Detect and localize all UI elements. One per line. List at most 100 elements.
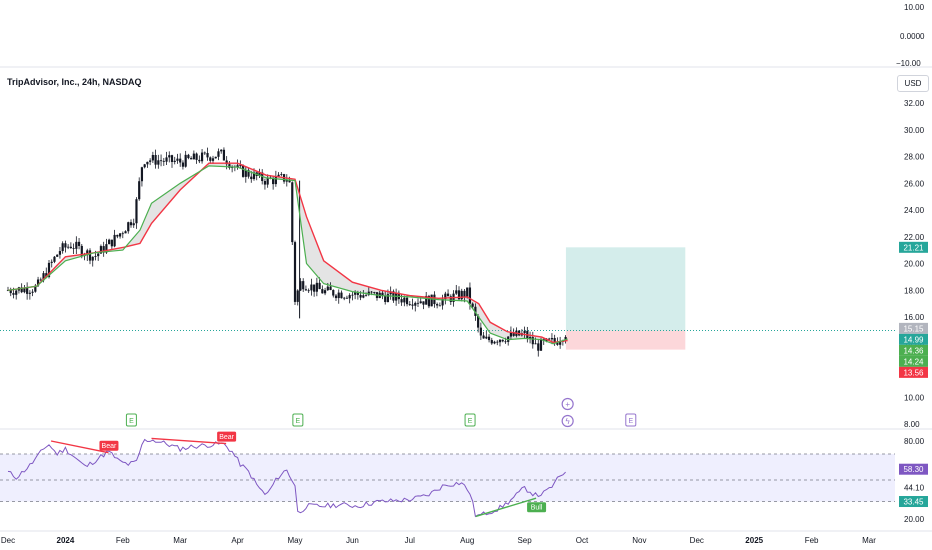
fast-ma-line xyxy=(7,165,568,345)
candle-body xyxy=(258,172,261,176)
candle-body xyxy=(247,170,250,177)
candle-body xyxy=(135,199,138,224)
time-tick-label: Oct xyxy=(576,536,589,545)
candle-body xyxy=(165,157,168,162)
candle-body xyxy=(222,149,226,161)
candle-body xyxy=(138,181,141,200)
time-tick-label: Feb xyxy=(116,536,130,545)
candle-body xyxy=(206,152,209,158)
candle-body xyxy=(47,262,51,278)
plus-event-label[interactable]: + xyxy=(565,400,570,409)
plus-event-icon[interactable] xyxy=(561,397,574,411)
bolt-event-icon[interactable] xyxy=(561,414,574,428)
earnings-marker-icon[interactable] xyxy=(625,413,637,427)
candle-body xyxy=(31,291,34,293)
chart-title: TripAdvisor, Inc., 24h, NASDAQ xyxy=(7,77,142,87)
candle-body xyxy=(184,154,187,167)
candle-body xyxy=(485,336,488,339)
position-tool[interactable] xyxy=(565,247,686,350)
event-markers[interactable]: E E E E + ϟ xyxy=(125,397,637,428)
price-tick-label: 24.00 xyxy=(904,206,925,215)
candle-body xyxy=(457,290,461,300)
candle-body xyxy=(113,234,116,247)
candle-body xyxy=(493,341,496,344)
candle-body xyxy=(315,282,318,292)
candle-body xyxy=(364,294,368,296)
currency-button[interactable]: USD xyxy=(897,75,929,92)
candle-body xyxy=(332,290,335,296)
top-pane: 10.00 0.0000 −10.00 xyxy=(0,3,932,68)
price-tick-label: 28.00 xyxy=(904,153,925,162)
candle-body xyxy=(531,337,534,345)
rsi-value-box xyxy=(899,496,928,508)
time-tick-label: Feb xyxy=(805,536,819,545)
earnings-marker-label[interactable]: E xyxy=(468,418,473,425)
stop-zone[interactable] xyxy=(565,330,686,350)
earnings-marker-icon[interactable] xyxy=(125,413,137,427)
price-label-text: 15.15 xyxy=(903,324,924,333)
candle-body xyxy=(403,297,406,303)
time-tick-label: Sep xyxy=(517,536,532,545)
candle-body xyxy=(556,341,559,345)
time-tick-label: Aug xyxy=(460,536,474,545)
candle-body xyxy=(498,339,502,343)
candle-body xyxy=(129,222,133,226)
divergence-label: Bear xyxy=(102,443,117,450)
candle-body xyxy=(274,176,277,185)
candle-body xyxy=(99,246,103,254)
candle-body xyxy=(356,292,359,295)
candle-body xyxy=(157,160,160,165)
candle-body xyxy=(438,305,441,307)
candle-body xyxy=(170,155,174,162)
candle-body xyxy=(482,335,485,339)
candle-body xyxy=(362,295,365,298)
candle-body xyxy=(34,285,37,292)
price-label-text: 21.21 xyxy=(903,243,924,252)
time-tick-label: Mar xyxy=(173,536,187,545)
candle-body xyxy=(537,343,540,351)
time-axis[interactable]: Dec 2024 Feb Mar Apr May Jun Jul Aug Sep Oct Nov Dec… xyxy=(0,530,932,545)
candle-body xyxy=(173,160,176,162)
candle-body xyxy=(9,290,12,294)
candle-body xyxy=(203,152,206,154)
candle-body xyxy=(121,233,124,235)
candle-body xyxy=(69,246,72,249)
candle-body xyxy=(460,290,463,300)
candle-body xyxy=(386,294,390,302)
price-tick-label: 30.00 xyxy=(904,126,925,135)
candle-body xyxy=(45,273,48,278)
candle-body xyxy=(468,287,472,304)
candle-body xyxy=(463,290,466,297)
candle-body xyxy=(239,165,242,167)
rsi-axis[interactable]: 20.00 44.10 80.00 xyxy=(904,437,925,524)
earnings-marker-icon[interactable] xyxy=(464,413,476,427)
rsi-value-text: 33.45 xyxy=(903,498,924,507)
rsi-tick-label: 80.00 xyxy=(904,437,925,446)
candle-body xyxy=(190,158,193,160)
candle-body xyxy=(444,293,447,300)
candle-body xyxy=(67,246,70,248)
candle-body xyxy=(53,256,56,262)
earnings-marker-icon[interactable] xyxy=(292,413,304,427)
time-tick-label: May xyxy=(287,536,302,545)
bolt-event-label[interactable]: ϟ xyxy=(566,417,571,426)
earnings-marker-label[interactable]: E xyxy=(129,418,134,425)
candle-body xyxy=(94,256,97,257)
candle-body xyxy=(479,327,482,336)
candle-body xyxy=(348,295,351,299)
candle-body xyxy=(559,341,562,345)
candle-body xyxy=(487,336,491,341)
candle-body xyxy=(39,279,42,281)
candle-body xyxy=(501,339,504,342)
earnings-marker-label[interactable]: E xyxy=(628,418,633,425)
candle-body xyxy=(192,153,195,160)
candle-body xyxy=(490,340,493,344)
candle-body xyxy=(427,295,431,307)
candle-body xyxy=(159,160,163,162)
candle-body xyxy=(504,341,507,343)
target-zone[interactable] xyxy=(565,247,686,331)
candle-body xyxy=(250,176,253,180)
earnings-marker-label[interactable]: E xyxy=(296,418,301,425)
candle-body xyxy=(329,286,332,291)
